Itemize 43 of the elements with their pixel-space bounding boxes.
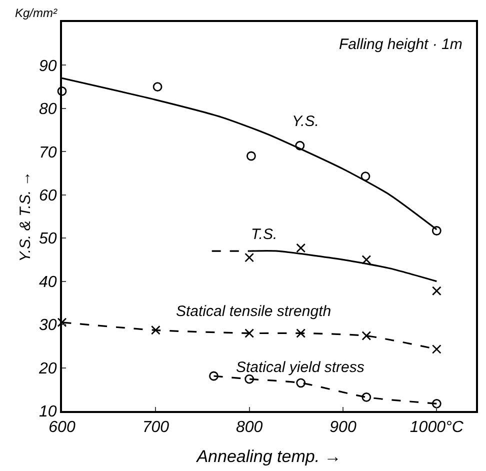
annotation: Falling height · 1m	[339, 36, 462, 53]
point	[296, 328, 306, 338]
point	[209, 371, 218, 381]
y-tick-label: 50	[39, 230, 57, 248]
y-tick-label: 90	[39, 58, 57, 75]
point	[432, 398, 442, 408]
point	[362, 255, 372, 264]
point	[152, 82, 162, 92]
x-tick-label: 700	[142, 419, 170, 436]
x-tick-label: 900	[330, 419, 356, 436]
series-label: Y.S.	[292, 113, 319, 130]
point	[57, 318, 67, 328]
point	[57, 86, 67, 96]
point	[150, 325, 160, 335]
text: Kg/mm²	[15, 6, 58, 20]
y-tick-label: 20	[38, 360, 57, 378]
y-tick-label: 80	[39, 101, 57, 118]
y-axis-title: Y.S. & T.S. →	[16, 171, 34, 262]
point	[244, 252, 254, 262]
y-tick-label: 70	[39, 144, 57, 162]
x-tick-label: 1000°C	[410, 419, 464, 436]
point	[296, 378, 306, 388]
point	[432, 344, 442, 354]
x-axis-title: Annealing temp. →	[196, 447, 342, 466]
x-tick-label: 800	[236, 419, 263, 436]
point	[246, 151, 256, 161]
series-label: Statical tensile strength	[176, 303, 332, 320]
point	[362, 392, 372, 402]
point	[432, 226, 442, 236]
series-label: Statical yield stress	[236, 359, 365, 376]
y-tick-label: 60	[39, 187, 57, 204]
point	[360, 172, 370, 181]
x-tick-label: 600	[48, 419, 76, 436]
point	[244, 328, 254, 338]
y-tick-label: 40	[39, 274, 57, 291]
point	[295, 140, 305, 150]
point	[296, 243, 306, 253]
point	[432, 286, 442, 296]
point	[244, 374, 254, 384]
series-label: T.S.	[251, 226, 278, 243]
point	[362, 331, 372, 340]
y-tick-label: 10	[39, 404, 57, 421]
y-tick-label: 30	[39, 317, 57, 334]
